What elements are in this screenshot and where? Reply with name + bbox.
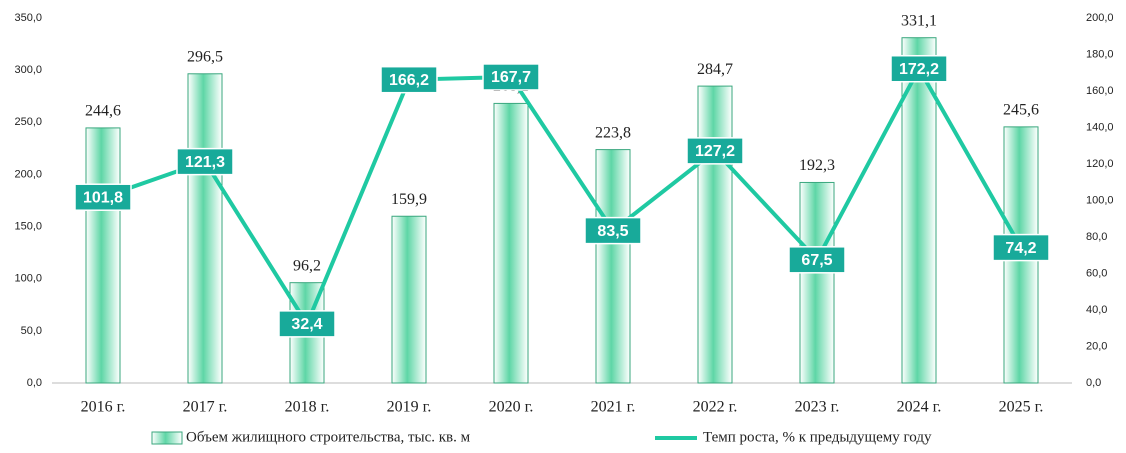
y2-tick-label: 160,0 xyxy=(1086,85,1114,97)
legend-swatch xyxy=(151,431,183,445)
x-tick-label: 2017 г. xyxy=(183,399,228,416)
x-tick-label: 2018 г. xyxy=(285,399,330,416)
legend-label: Темп роста, % к предыдущему году xyxy=(703,429,932,445)
bar xyxy=(799,181,835,384)
line-value-label: 32,4 xyxy=(291,316,322,333)
line-label-box xyxy=(176,147,234,176)
y-tick-label: 50,0 xyxy=(21,325,42,337)
line-label-box xyxy=(788,246,846,274)
line-value-label: 172,2 xyxy=(899,61,939,78)
line-label-box xyxy=(584,216,642,245)
y2-tick-label: 20,0 xyxy=(1086,340,1107,352)
line-label-box xyxy=(380,65,438,94)
line-label-box xyxy=(890,54,948,83)
line-value-label: 167,7 xyxy=(491,69,531,86)
bar-value-label: 284,7 xyxy=(697,61,733,78)
line-label-box xyxy=(992,233,1050,262)
x-tick-label: 2023 г. xyxy=(795,399,840,416)
line-value-label: 166,2 xyxy=(389,72,429,89)
bar xyxy=(85,127,121,384)
line-value-label: 83,5 xyxy=(597,223,628,240)
line-label-box xyxy=(74,183,132,211)
x-tick-label: 2022 г. xyxy=(693,399,738,416)
x-tick-label: 2016 г. xyxy=(81,399,126,416)
y-tick-label: 100,0 xyxy=(14,273,42,285)
line-label-box xyxy=(278,310,336,338)
line xyxy=(102,64,1023,329)
x-tick-label: 2021 г. xyxy=(591,399,636,416)
bar xyxy=(187,73,223,384)
y-tick-label: 350,0 xyxy=(14,12,42,24)
bar-value-label: 223,8 xyxy=(595,124,631,141)
y2-tick-label: 0,0 xyxy=(1086,377,1101,389)
line-label-box xyxy=(686,137,744,165)
y2-tick-label: 60,0 xyxy=(1086,267,1107,279)
bar xyxy=(493,102,529,384)
bar-value-label: 244,6 xyxy=(85,103,121,120)
y2-tick-label: 140,0 xyxy=(1086,121,1114,133)
y2-tick-label: 180,0 xyxy=(1086,48,1114,60)
y2-tick-label: 100,0 xyxy=(1086,194,1114,206)
y-tick-label: 0,0 xyxy=(27,377,42,389)
y-tick-label: 200,0 xyxy=(14,168,42,180)
bar-value-label: 296,5 xyxy=(187,48,223,65)
line-value-label: 67,5 xyxy=(801,252,832,269)
bar-value-label: 331,1 xyxy=(901,12,937,29)
line-value-label: 101,8 xyxy=(83,189,123,206)
bar-value-label: 159,9 xyxy=(391,191,427,208)
bar xyxy=(595,149,631,384)
x-tick-label: 2024 г. xyxy=(897,399,942,416)
bar-value-label: 245,6 xyxy=(1003,102,1039,119)
line-value-label: 121,3 xyxy=(185,154,225,171)
bar xyxy=(391,215,427,384)
y-tick-label: 250,0 xyxy=(14,116,42,128)
y-tick-label: 300,0 xyxy=(14,64,42,76)
x-tick-label: 2019 г. xyxy=(387,399,432,416)
line-value-label: 127,2 xyxy=(695,143,735,160)
legend-label: Объем жилищного строительства, тыс. кв. … xyxy=(186,429,471,445)
y2-tick-label: 80,0 xyxy=(1086,231,1107,243)
y2-tick-label: 200,0 xyxy=(1086,12,1114,24)
y2-tick-label: 120,0 xyxy=(1086,158,1114,170)
y2-tick-label: 40,0 xyxy=(1086,304,1107,316)
x-tick-label: 2020 г. xyxy=(489,399,534,416)
line-value-label: 74,2 xyxy=(1005,240,1036,257)
bar xyxy=(697,85,733,384)
bar-value-label: 192,3 xyxy=(799,157,835,174)
line-label-box xyxy=(482,63,540,91)
bar xyxy=(901,37,937,384)
x-tick-label: 2025 г. xyxy=(999,399,1044,416)
bar-value-label: 96,2 xyxy=(293,257,321,274)
y-tick-label: 150,0 xyxy=(14,220,42,232)
